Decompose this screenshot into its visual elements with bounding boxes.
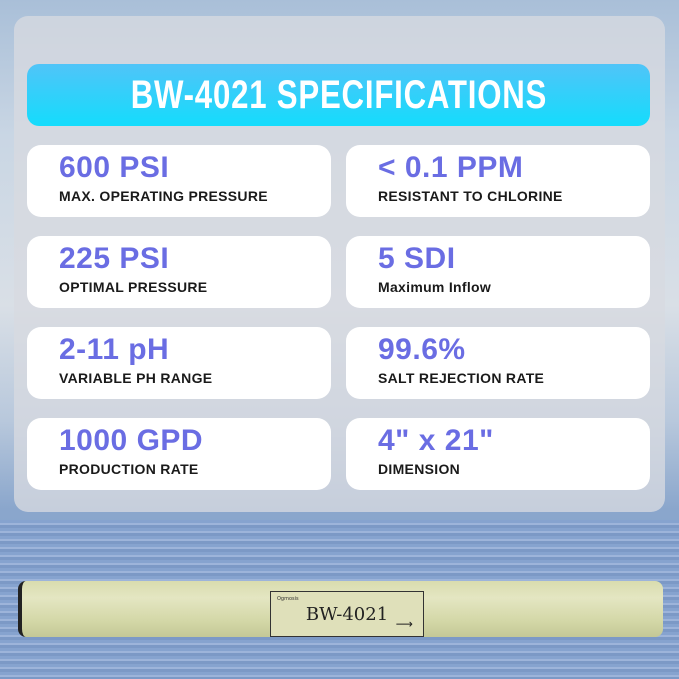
spec-label: RESISTANT TO CHLORINE xyxy=(378,188,563,204)
page-title: BW-4021 SPECIFICATIONS xyxy=(130,72,547,117)
spec-value: 4" x 21" xyxy=(378,424,494,457)
spec-card: 5 SDI Maximum Inflow xyxy=(346,236,650,308)
spec-label: VARIABLE PH RANGE xyxy=(59,370,213,386)
spec-card: 2-11 pH VARIABLE PH RANGE xyxy=(27,327,331,399)
spec-label: OPTIMAL PRESSURE xyxy=(59,279,208,295)
spec-value: 2-11 pH xyxy=(59,333,170,366)
spec-value: 5 SDI xyxy=(378,242,456,275)
spec-value: < 0.1 PPM xyxy=(378,151,524,184)
spec-label: MAX. OPERATING PRESSURE xyxy=(59,188,268,204)
spec-header: BW-4021 SPECIFICATIONS xyxy=(27,64,650,126)
spec-value: 99.6% xyxy=(378,333,466,366)
spec-card: 99.6% SALT REJECTION RATE xyxy=(346,327,650,399)
spec-value: 600 PSI xyxy=(59,151,170,184)
spec-value: 1000 GPD xyxy=(59,424,204,457)
spec-card: 600 PSI MAX. OPERATING PRESSURE xyxy=(27,145,331,217)
spec-label: PRODUCTION RATE xyxy=(59,461,199,477)
spec-card: 1000 GPD PRODUCTION RATE xyxy=(27,418,331,490)
spec-card: 225 PSI OPTIMAL PRESSURE xyxy=(27,236,331,308)
flow-arrow-icon: ⟶ xyxy=(395,617,413,631)
spec-label: DIMENSION xyxy=(378,461,461,477)
membrane-label: Ogmosis BW-4021 ⟶ xyxy=(270,591,424,637)
model-text: BW-4021 xyxy=(305,604,389,625)
spec-label: SALT REJECTION RATE xyxy=(378,370,545,386)
spec-card: < 0.1 PPM RESISTANT TO CHLORINE xyxy=(346,145,650,217)
spec-label: Maximum Inflow xyxy=(378,279,492,295)
brand-text: Ogmosis xyxy=(277,596,299,602)
spec-value: 225 PSI xyxy=(59,242,170,275)
spec-card: 4" x 21" DIMENSION xyxy=(346,418,650,490)
